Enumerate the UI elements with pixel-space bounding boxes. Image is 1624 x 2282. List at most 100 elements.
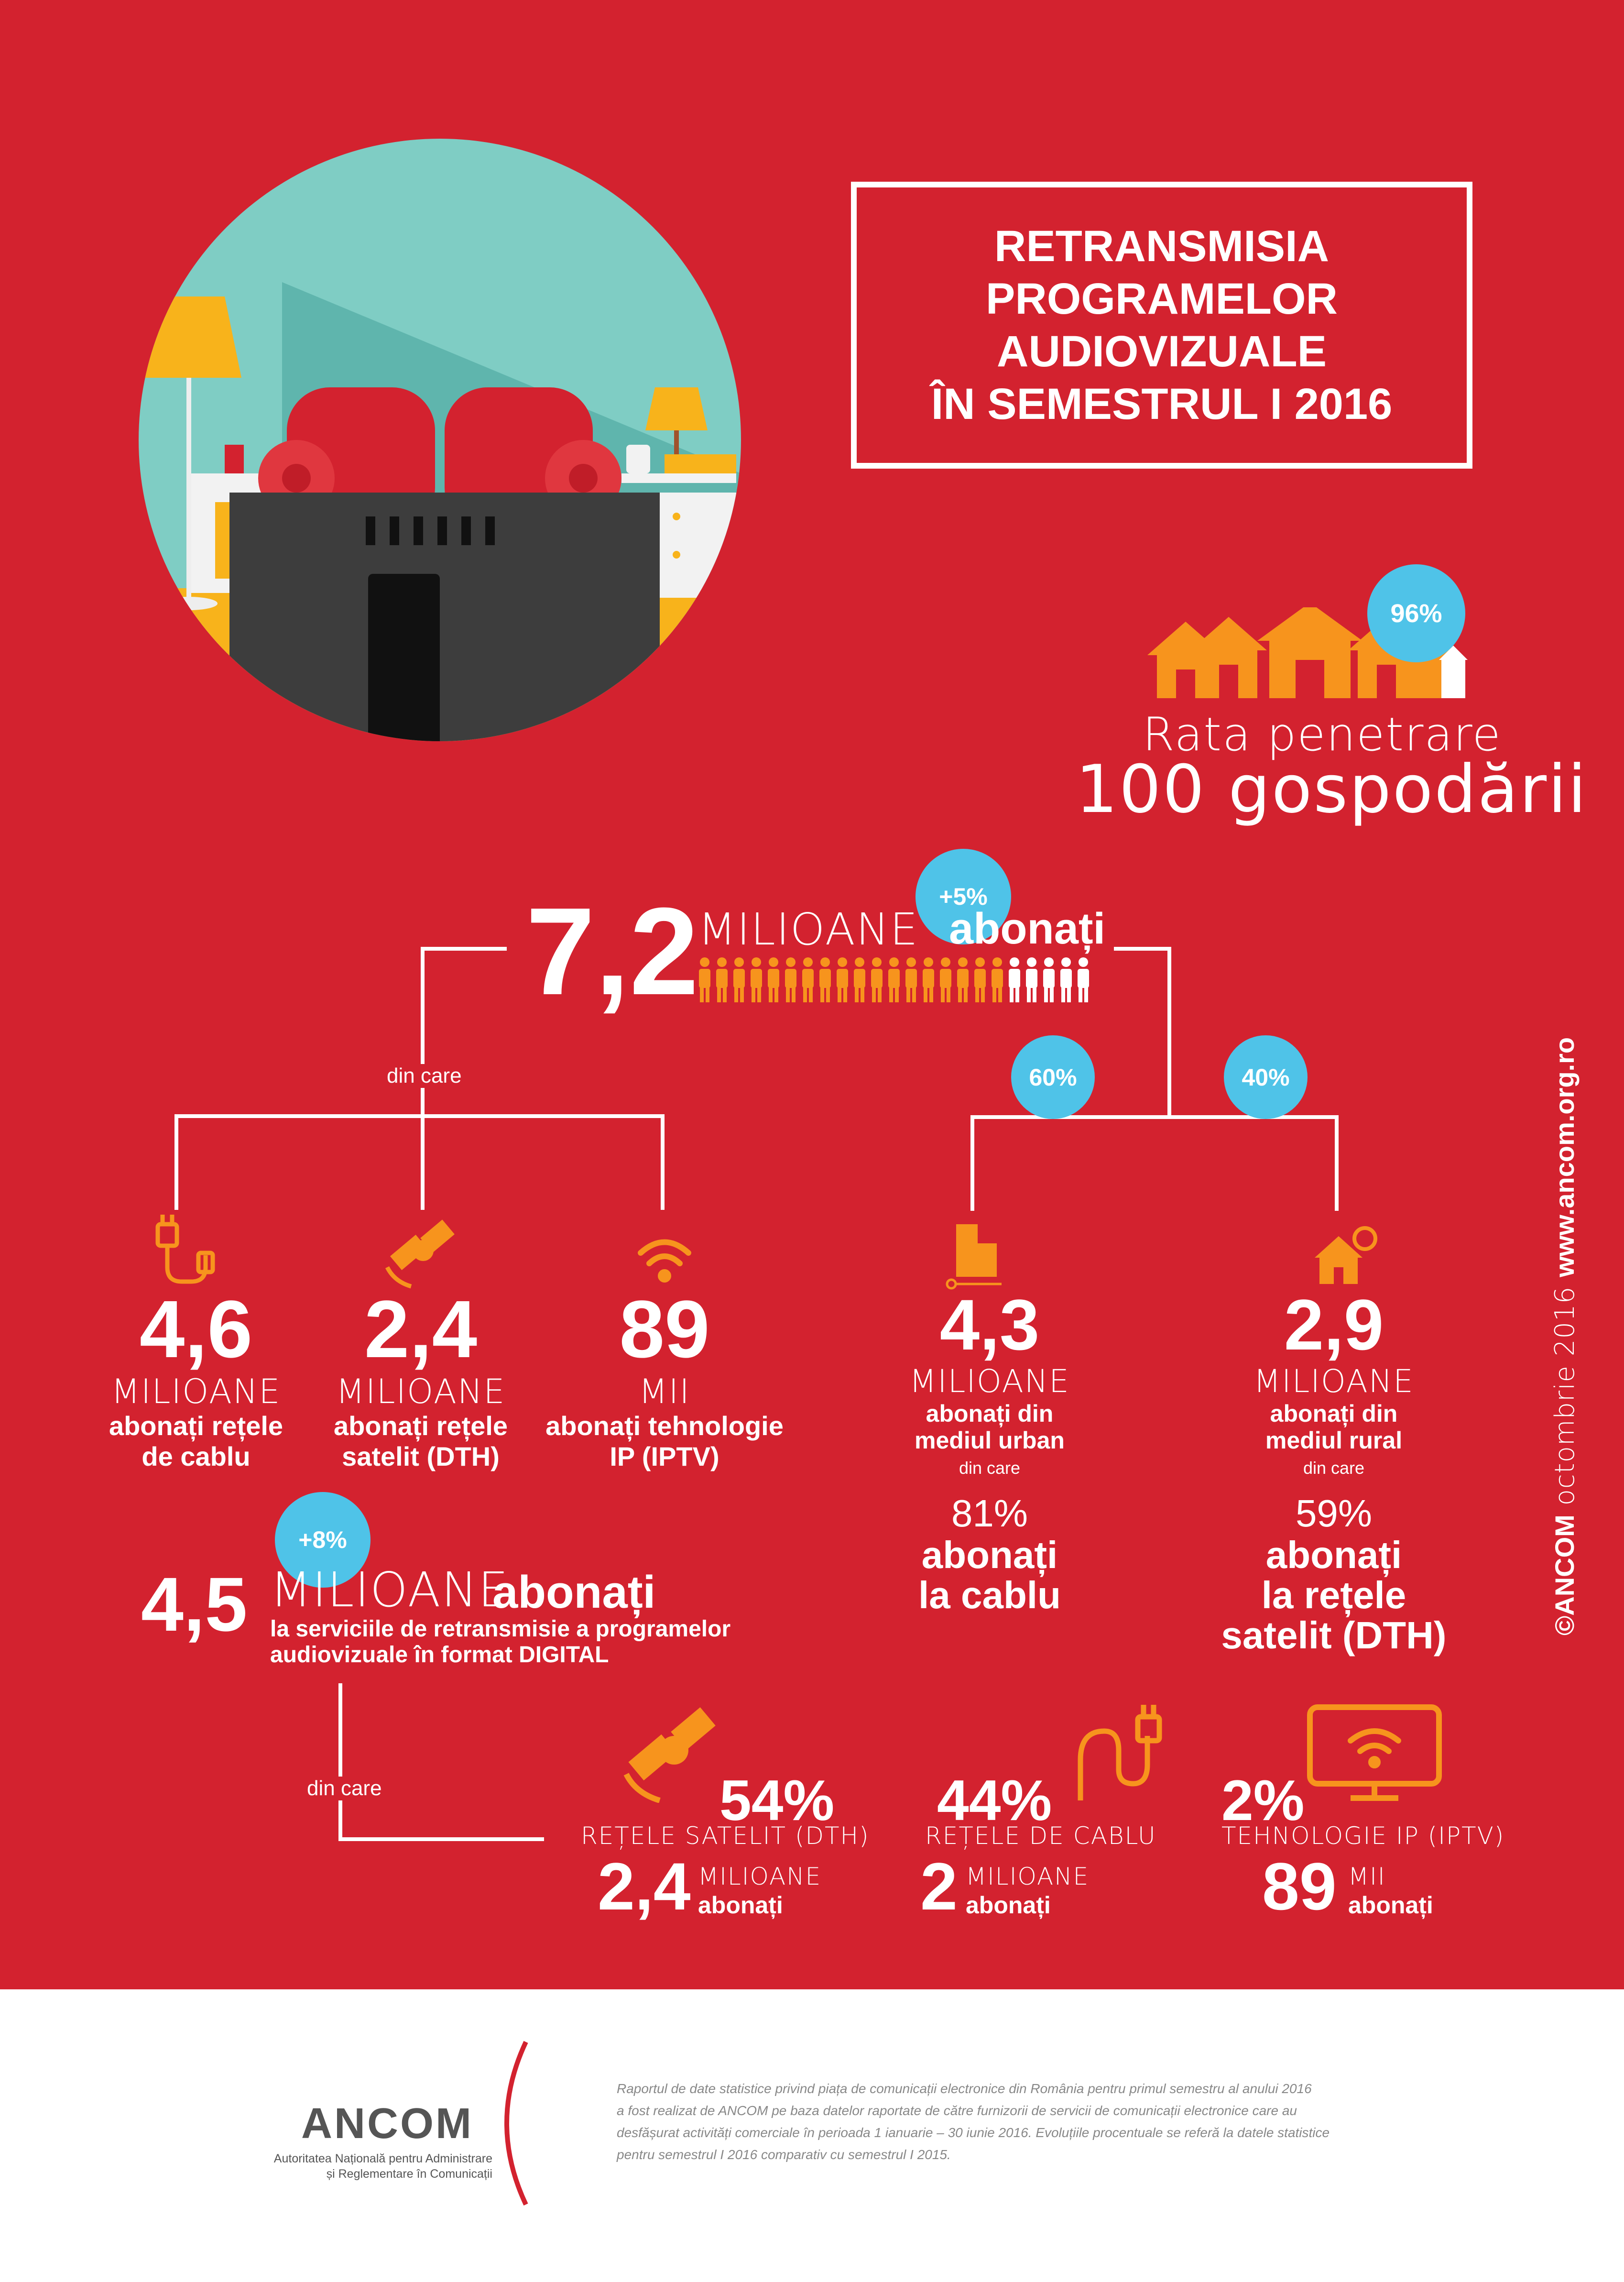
digital-satellite-value: 2,4 (598, 1849, 691, 1924)
total-badge: +5% (916, 849, 1011, 944)
digital-iptv-value: 89 (1262, 1849, 1337, 1924)
copyright-url[interactable]: www.ancom.org.ro (1549, 1037, 1580, 1277)
tree-line (174, 1114, 178, 1210)
person-icon (785, 957, 796, 1002)
person-icon (854, 957, 865, 1002)
satellite-icon (382, 1215, 464, 1291)
tech-cable-line1: abonați rețele (109, 1411, 283, 1441)
tree-line (421, 1114, 425, 1210)
person-icon (1043, 957, 1055, 1002)
person-icon (733, 957, 745, 1002)
area-rural-unit: MILIOANE (1253, 1363, 1414, 1400)
tech-iptv-value: 89 (619, 1284, 710, 1375)
area-rural-d2: la rețele (1261, 1574, 1406, 1616)
person-icon (768, 957, 779, 1002)
tree-line (174, 1114, 665, 1118)
digital-satellite-unit: MILIOANE (698, 1863, 822, 1890)
person-icon (819, 957, 831, 1002)
copyright-prefix: ©ANCOM (1549, 1514, 1580, 1635)
cable-plug-icon (153, 1210, 229, 1286)
digital-cable-pct: 44% (937, 1768, 1052, 1832)
digital-cable-unit: MILIOANE (966, 1863, 1090, 1890)
digital-value: 4,5 (141, 1561, 248, 1647)
tech-iptv-unit: MII (639, 1372, 690, 1411)
living-room-illustration (139, 139, 741, 741)
digital-satellite-icon (621, 1702, 727, 1803)
footer-note-3: desfășurat activități comerciale în peri… (617, 2125, 1330, 2140)
digital-tv-wifi-icon (1305, 1702, 1444, 1803)
tree-line (421, 947, 507, 951)
area-urban-unit: MILIOANE (909, 1363, 1070, 1400)
wifi-icon (636, 1234, 693, 1286)
digital-label: abonați (492, 1567, 656, 1618)
person-icon (1009, 957, 1020, 1002)
digital-cable-icon (1061, 1702, 1166, 1803)
person-icon (837, 957, 848, 1002)
area-urban-value: 4,3 (939, 1284, 1040, 1365)
ancom-logo-sub2: și Reglementare în Comunicații (326, 2167, 492, 2181)
digital-cable-sub: abonați (966, 1892, 1051, 1919)
area-rural-din-care: din care (1303, 1458, 1365, 1478)
ancom-logo-text: ANCOM (301, 2100, 473, 2148)
tree-line (338, 1683, 342, 1841)
person-icon (974, 957, 986, 1002)
tech-iptv-line1: abonați tehnologie (545, 1411, 784, 1441)
tree-line (661, 1114, 665, 1210)
subscriber-people-icons (698, 956, 1100, 1004)
digital-cable-value: 2 (920, 1849, 958, 1924)
tree-line (1335, 1115, 1339, 1211)
tech-satellite-block: 2,4 MILIOANE abonați rețele satelit (DTH… (306, 1286, 535, 1472)
ancom-logo[interactable]: ANCOM Autoritatea Națională pentru Admin… (253, 2037, 528, 2209)
person-icon (802, 957, 814, 1002)
area-urban-line1: abonați din (926, 1400, 1054, 1427)
total-label: abonați (949, 904, 1106, 953)
title-line-4: ÎN SEMESTRUL I 2016 (931, 380, 1393, 428)
area-urban-d1: abonați (921, 1534, 1058, 1576)
area-urban-din-care: din care (959, 1458, 1021, 1478)
penetration-badge: 96% (1367, 564, 1465, 662)
tech-satellite-unit: MILIOANE (336, 1372, 506, 1411)
digital-satellite-sub: abonați (698, 1892, 783, 1919)
digital-badge: +8% (275, 1492, 371, 1588)
person-icon (888, 957, 900, 1002)
person-icon (751, 957, 762, 1002)
title-line-2: PROGRAMELOR (986, 274, 1338, 323)
tech-cable-line2: de cablu (142, 1441, 251, 1471)
digital-cable-label: REȚELE DE CABLU (925, 1822, 1156, 1850)
footer: ANCOM Autoritatea Națională pentru Admin… (0, 1989, 1624, 2282)
din-care-label: din care (380, 1064, 469, 1088)
area-rural-line1: abonați din (1270, 1400, 1398, 1427)
penetration-sub: 100 gospodării (1076, 751, 1588, 828)
digital-satellite-label: REȚELE SATELIT (DTH) (581, 1822, 870, 1850)
area-rural-block: 2,9 MILIOANE abonați din mediul rural di… (1214, 1286, 1453, 1656)
title-line-1: RETRANSMISIA (994, 222, 1330, 271)
copyright-date: octombrie 2016 (1549, 1277, 1580, 1515)
ancom-logo-arc (504, 2041, 528, 2206)
area-urban-block: 4,3 MILIOANE abonați din mediul urban di… (870, 1286, 1109, 1615)
tech-iptv-line2: IP (IPTV) (610, 1441, 719, 1471)
tree-line (338, 1837, 544, 1841)
tech-satellite-value: 2,4 (364, 1284, 478, 1375)
title-line-3: AUDIOVIZUALE (997, 327, 1327, 376)
area-rural-line2: mediul rural (1265, 1427, 1403, 1454)
total-value: 7,2 (526, 882, 699, 1021)
digital-iptv-label: TEHNOLOGIE IP (IPTV) (1221, 1822, 1505, 1850)
digital-satellite-pct: 54% (719, 1768, 835, 1832)
digital-desc-2: audiovizuale în format DIGITAL (270, 1642, 609, 1668)
rural-badge: 40% (1224, 1035, 1308, 1119)
digital-iptv-pct: 2% (1221, 1768, 1305, 1832)
footer-note-4: pentru semestrul I 2016 comparativ cu se… (617, 2147, 951, 2162)
digital-din-care: din care (301, 1777, 388, 1800)
tree-line (421, 947, 425, 1114)
footer-note-1: Raportul de date statistice privind piaț… (617, 2081, 1312, 2096)
area-rural-value: 2,9 (1284, 1284, 1384, 1365)
area-urban-line2: mediul urban (915, 1427, 1065, 1454)
ancom-logo-sub1: Autoritatea Națională pentru Administrar… (273, 2152, 492, 2165)
tech-satellite-line2: satelit (DTH) (342, 1441, 500, 1471)
digital-unit: MILIOANE (270, 1562, 510, 1618)
city-building-icon (944, 1219, 1006, 1291)
tech-satellite-line1: abonați rețele (333, 1411, 508, 1441)
area-rural-d3: satelit (DTH) (1221, 1614, 1447, 1657)
tree-line (970, 1115, 1339, 1119)
area-urban-d2: la cablu (918, 1574, 1061, 1616)
